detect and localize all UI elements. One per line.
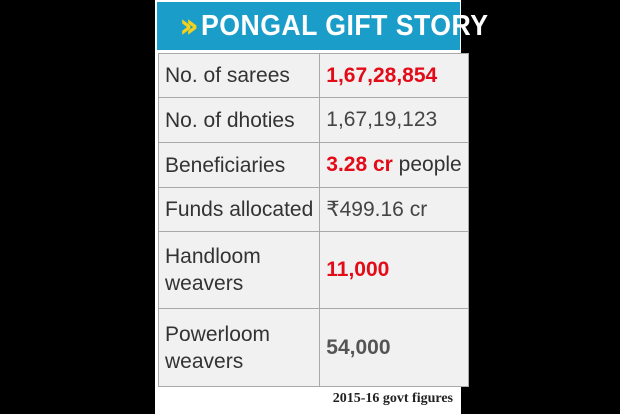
infographic-title: PONGAL GIFT STORY <box>201 9 489 42</box>
row-label-line: weavers <box>165 272 244 295</box>
row-label-line: Handloom <box>165 245 261 268</box>
row-value: ₹499.16 cr <box>319 187 469 232</box>
table-row: Handloom weavers 11,000 <box>157 231 469 309</box>
row-value: 54,000 <box>319 308 469 387</box>
row-value-suffix: people <box>398 153 462 176</box>
row-value: 11,000 <box>319 231 469 309</box>
row-label: No. of sarees <box>157 53 321 98</box>
row-label: Funds allocated <box>157 187 321 232</box>
row-label-line: Powerloom <box>165 322 271 346</box>
row-label-cell: Powerloom weavers <box>157 308 321 387</box>
row-label: Beneficiaries <box>157 142 321 188</box>
row-value: 1,67,28,854 <box>319 53 469 98</box>
row-label-line: weavers <box>165 349 244 373</box>
table-row: No. of dhoties 1,67,19,123 <box>157 97 469 143</box>
footer-note: 2015-16 govt figures <box>332 391 453 406</box>
row-label: No. of dhoties <box>157 97 321 143</box>
row-value-cell: 3.28 cr people <box>319 142 469 188</box>
data-table: No. of sarees 1,67,28,854 No. of dhoties… <box>157 53 469 387</box>
infographic-card: ›› PONGAL GIFT STORY No. of sarees 1,67,… <box>155 0 488 414</box>
row-value: 3.28 cr <box>326 153 393 176</box>
table-row: Powerloom weavers 54,000 <box>157 308 469 387</box>
table-row: No. of sarees 1,67,28,854 <box>157 53 469 98</box>
row-label-cell: Handloom weavers <box>157 231 321 309</box>
double-chevron-right-icon: ›› <box>179 6 199 46</box>
table-row: Beneficiaries 3.28 cr people <box>157 142 469 188</box>
title-banner: ›› PONGAL GIFT STORY <box>157 2 488 50</box>
table-row: Funds allocated ₹499.16 cr <box>157 187 469 232</box>
row-value: 1,67,19,123 <box>319 97 469 143</box>
